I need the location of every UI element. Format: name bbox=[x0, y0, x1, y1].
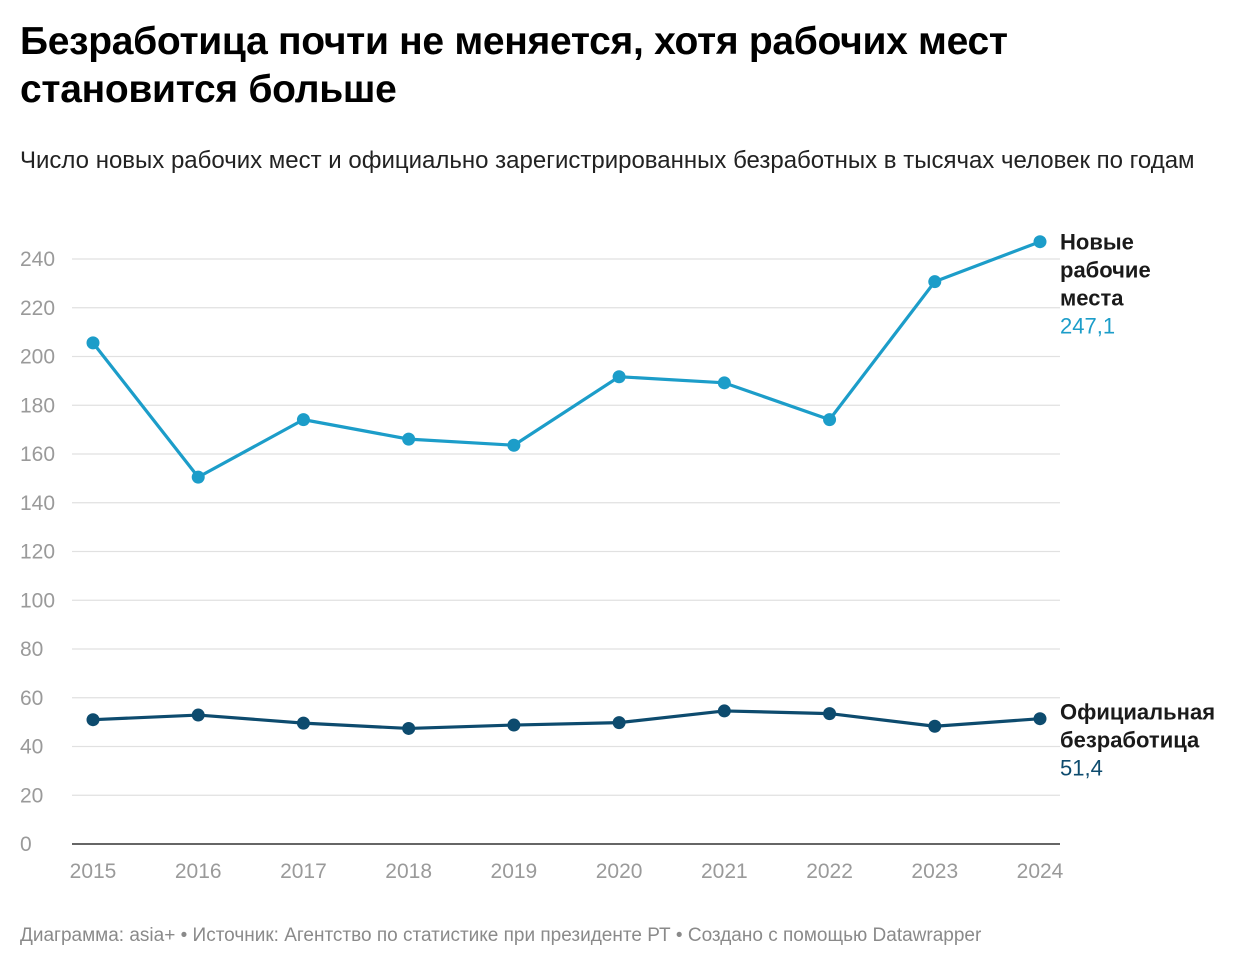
series-label: рабочие bbox=[1060, 258, 1151, 283]
unemployment-point bbox=[296, 716, 310, 730]
y-tick-label: 100 bbox=[20, 589, 55, 612]
unemployment-point bbox=[823, 707, 837, 721]
series-label: безработица bbox=[1060, 728, 1200, 753]
y-tick-label: 220 bbox=[20, 297, 55, 320]
x-tick-label: 2024 bbox=[1017, 860, 1064, 883]
y-tick-label: 200 bbox=[20, 346, 55, 369]
unemployment-point bbox=[717, 704, 731, 718]
x-tick-label: 2023 bbox=[911, 860, 958, 883]
chart-subtitle: Число новых рабочих мест и официально за… bbox=[20, 147, 1195, 174]
series-label: Официальная bbox=[1060, 700, 1215, 725]
x-tick-label: 2019 bbox=[491, 860, 538, 883]
new-jobs-point bbox=[1033, 235, 1047, 249]
unemployment-point bbox=[86, 713, 100, 727]
new-jobs-point bbox=[612, 370, 626, 384]
y-tick-label: 40 bbox=[20, 736, 43, 759]
new-jobs-point bbox=[191, 470, 205, 484]
unemployment-point bbox=[191, 708, 205, 722]
chart-footer: Диаграмма: asia+ • Источник: Агентство п… bbox=[20, 925, 981, 947]
unemployment-point bbox=[507, 718, 521, 732]
y-tick-label: 160 bbox=[20, 443, 55, 466]
series-label: Новые bbox=[1060, 230, 1134, 255]
y-tick-label: 20 bbox=[20, 784, 43, 807]
unemployment-point bbox=[612, 716, 626, 730]
series-end-value: 51,4 bbox=[1060, 756, 1103, 781]
footer-source: Источник: Агентство по статистике при пр… bbox=[192, 925, 671, 946]
y-tick-label: 0 bbox=[20, 833, 32, 856]
y-tick-label: 60 bbox=[20, 687, 43, 710]
unemployment-line bbox=[91, 709, 1042, 731]
footer-separator: • bbox=[675, 925, 683, 946]
unemployment-point bbox=[1033, 712, 1047, 726]
x-tick-label: 2022 bbox=[806, 860, 853, 883]
footer-chart-by: Диаграмма: asia+ bbox=[20, 925, 176, 946]
y-tick-label: 180 bbox=[20, 394, 55, 417]
new-jobs-point bbox=[823, 413, 837, 427]
new-jobs-line bbox=[91, 240, 1042, 479]
new-jobs-point bbox=[928, 275, 942, 289]
y-tick-label: 120 bbox=[20, 541, 55, 564]
x-tick-label: 2021 bbox=[701, 860, 748, 883]
y-tick-label: 140 bbox=[20, 492, 55, 515]
new-jobs-point bbox=[86, 336, 100, 350]
series-end-value: 247,1 bbox=[1060, 314, 1115, 339]
unemployment-point bbox=[402, 721, 416, 735]
x-tick-label: 2017 bbox=[280, 860, 327, 883]
chart-title: Безработица почти не меняется, хотя рабо… bbox=[20, 20, 1008, 111]
x-tick-label: 2018 bbox=[385, 860, 432, 883]
line-chart: 0 20 40 60 80 100 120 140 160 180 200 220 240 2015 201… bbox=[20, 230, 1215, 883]
new-jobs-point bbox=[717, 376, 731, 390]
unemployment-point bbox=[928, 719, 942, 733]
footer-separator: • bbox=[180, 925, 188, 946]
x-tick-label: 2020 bbox=[596, 860, 643, 883]
series-label: места bbox=[1060, 286, 1124, 311]
new-jobs-point bbox=[296, 413, 310, 427]
x-tick-label: 2015 bbox=[70, 860, 117, 883]
new-jobs-point bbox=[507, 438, 521, 452]
y-tick-label: 80 bbox=[20, 638, 43, 661]
footer-made-with: Создано с помощью Datawrapper bbox=[687, 925, 982, 946]
new-jobs-point bbox=[402, 432, 416, 446]
x-tick-label: 2016 bbox=[175, 860, 222, 883]
y-tick-label: 240 bbox=[20, 248, 55, 271]
